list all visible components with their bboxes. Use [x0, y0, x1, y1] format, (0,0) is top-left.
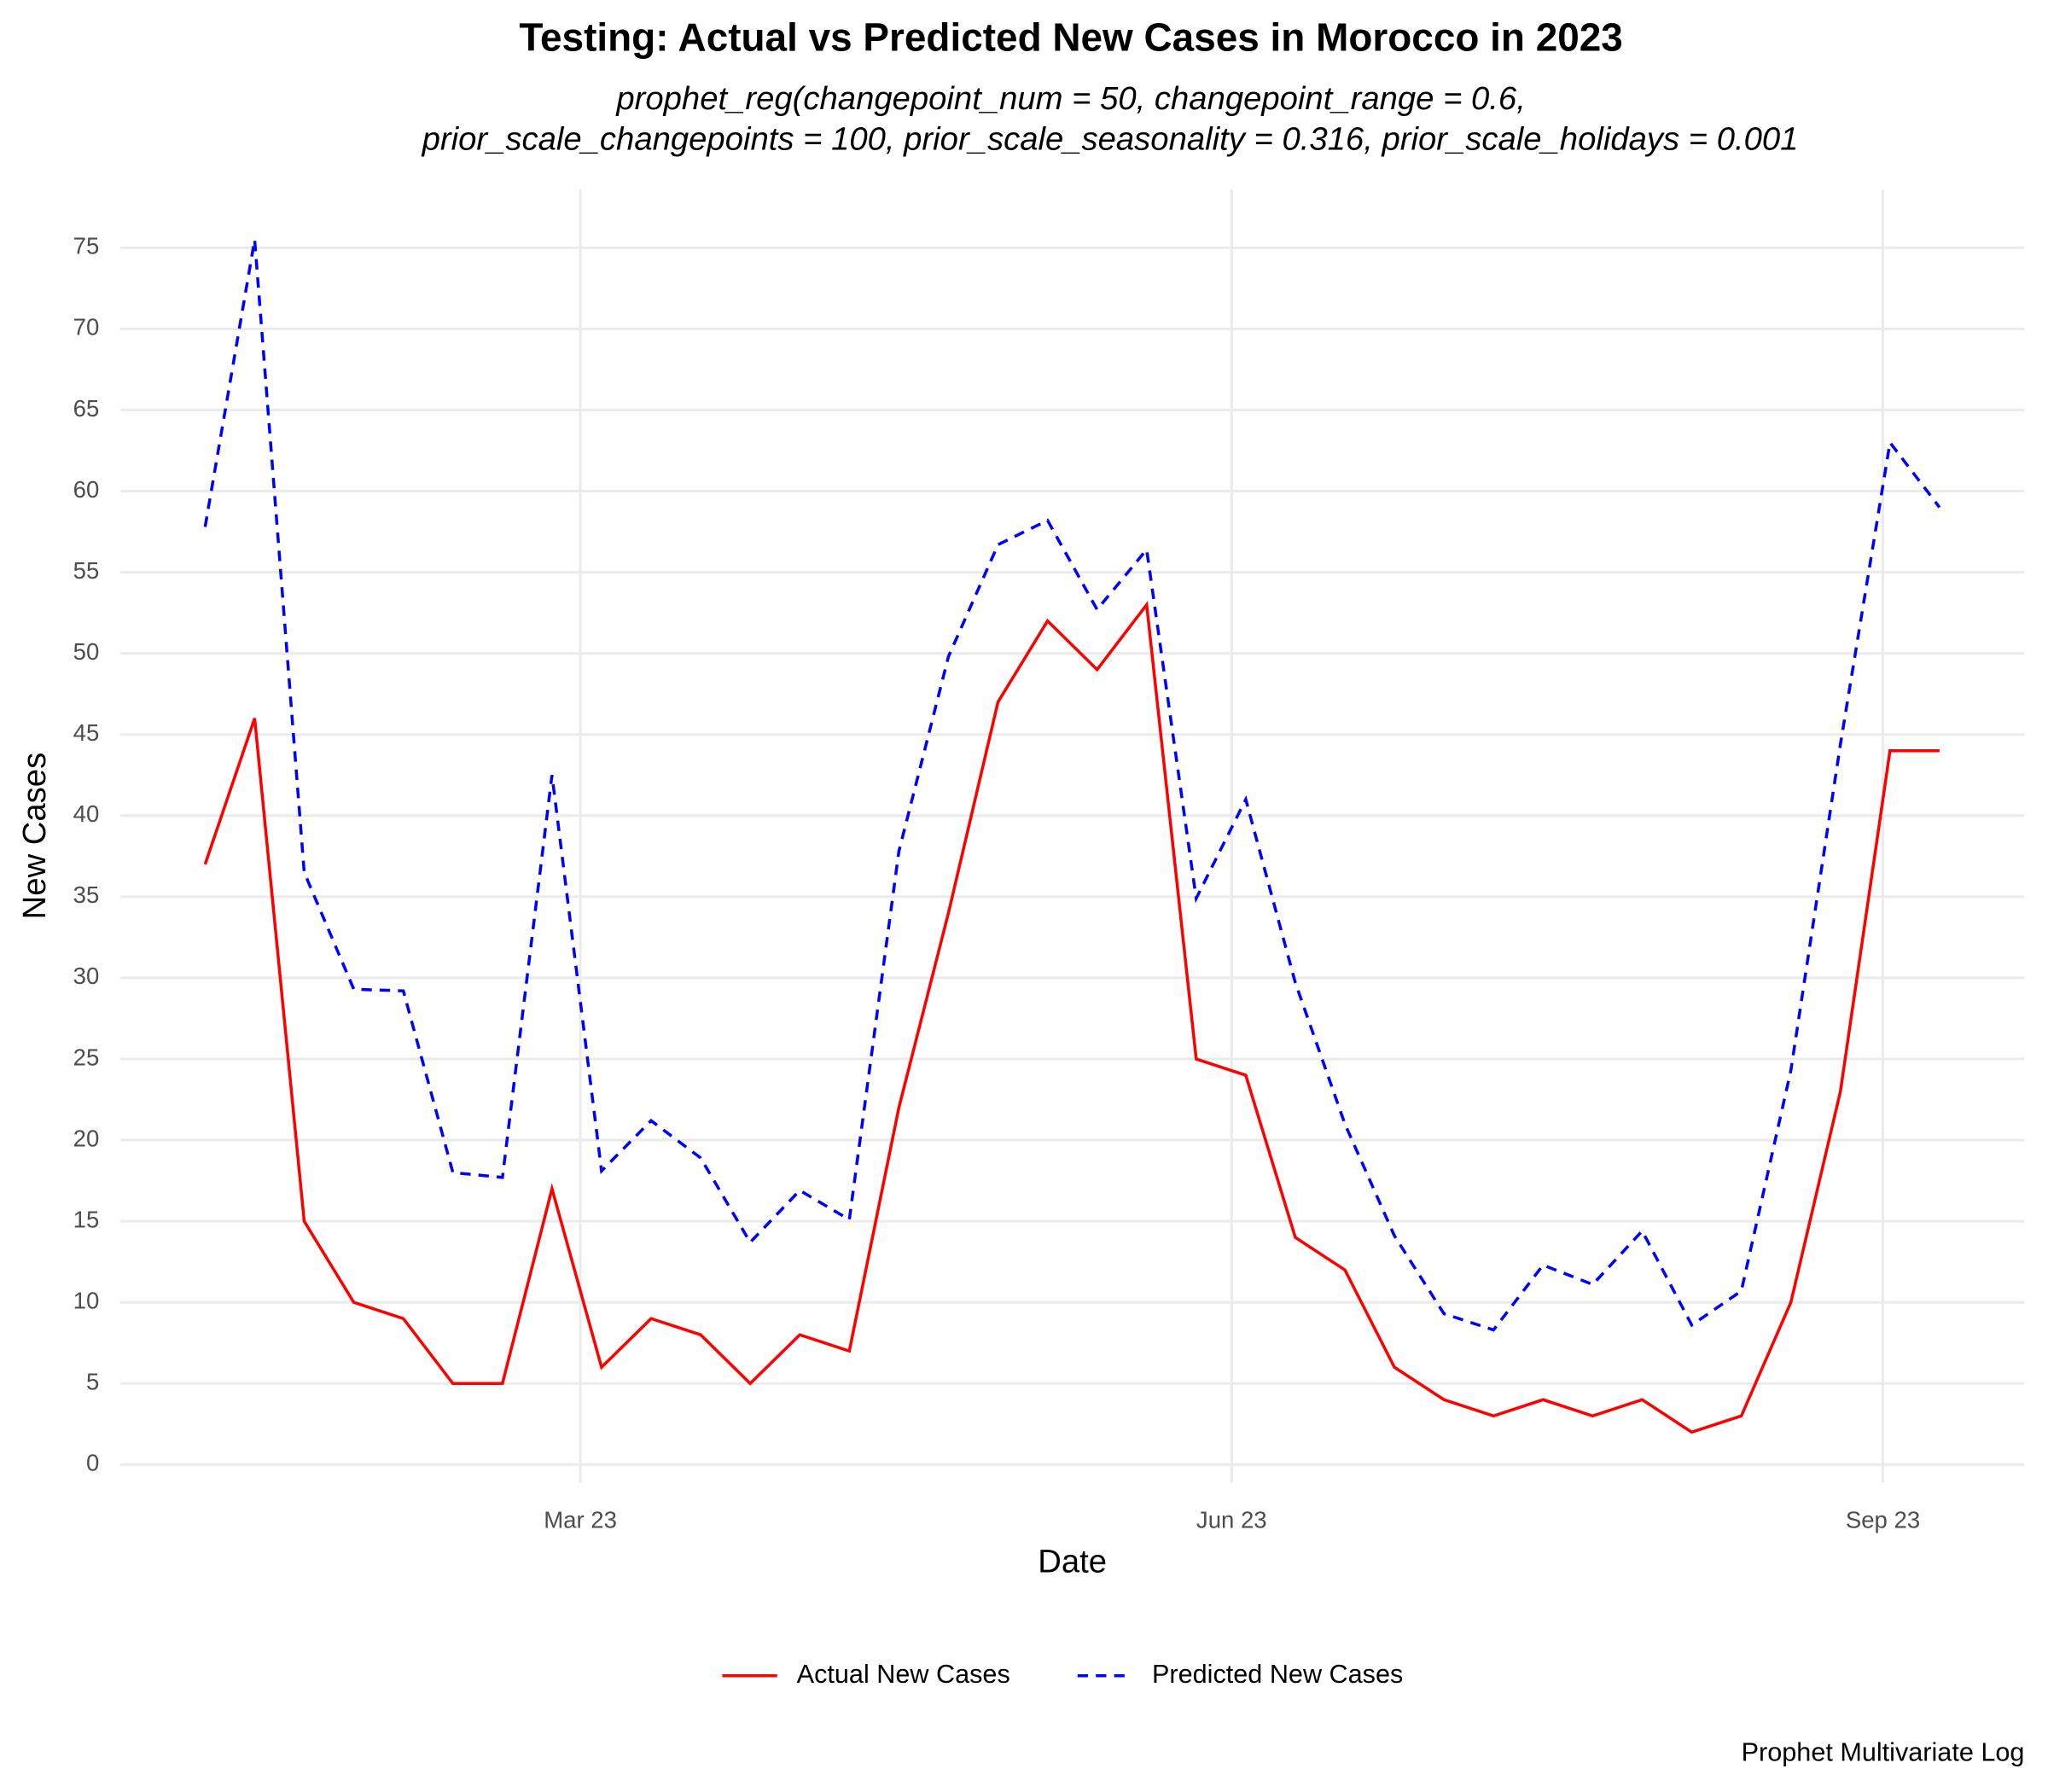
y-tick-label: 5	[86, 1369, 99, 1395]
legend-label: Predicted New Cases	[1152, 1660, 1403, 1689]
x-tick-label: Sep 23	[1846, 1506, 1920, 1533]
caption: Prophet Multivariate Log	[1742, 1738, 2025, 1767]
y-tick-label: 35	[73, 881, 100, 908]
subtitle: prior_scale_changepoints = 100, prior_sc…	[422, 120, 1799, 157]
y-tick-label: 45	[73, 719, 100, 746]
y-tick-label: 25	[73, 1044, 100, 1070]
y-tick-label: 10	[73, 1287, 100, 1313]
y-tick-label: 40	[73, 800, 100, 827]
y-tick-label: 50	[73, 638, 100, 665]
y-tick-label: 15	[73, 1206, 100, 1232]
legend-label: Actual New Cases	[797, 1660, 1010, 1689]
x-tick-label: Mar 23	[544, 1506, 617, 1533]
x-axis-title: Date	[1038, 1543, 1107, 1580]
y-tick-label: 30	[73, 963, 100, 989]
y-tick-label: 60	[73, 476, 100, 503]
series-line	[203, 601, 1940, 1434]
y-tick-label: 0	[86, 1450, 99, 1476]
y-tick-label: 70	[73, 314, 100, 340]
x-tick-label: Jun 23	[1196, 1506, 1267, 1533]
y-tick-label: 20	[73, 1125, 100, 1151]
subtitle: prophet_reg(changepoint_num = 50, change…	[615, 80, 1525, 117]
y-axis-title: New Cases	[16, 753, 53, 920]
chart-title: Testing: Actual vs Predicted New Cases i…	[519, 15, 1622, 60]
y-tick-label: 65	[73, 395, 100, 422]
y-tick-label: 75	[73, 233, 100, 259]
y-tick-label: 55	[73, 557, 100, 584]
